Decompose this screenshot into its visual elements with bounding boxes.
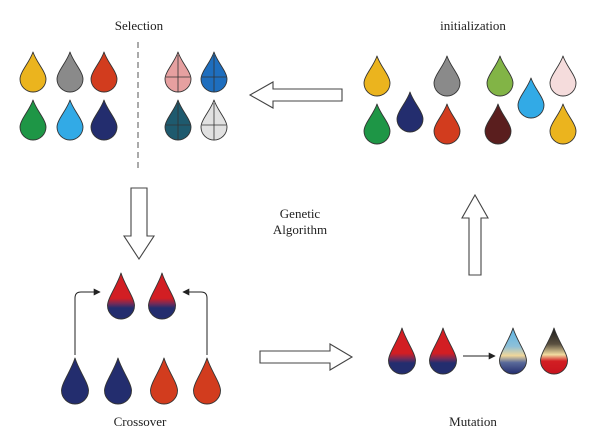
drops-layer [19,51,577,405]
selection-drop [19,51,47,93]
crossover-parent-drop [150,357,178,405]
initialization-drop [433,103,461,145]
crossover-connector-right [182,288,208,355]
label-genetic: Genetic [280,206,321,221]
selection-drop [56,51,84,93]
initialization-drop [396,91,424,133]
crossover-connector-left [74,288,101,355]
crossover-parent-drop [193,357,221,405]
initialization-drop [549,103,577,145]
label-mutation: Mutation [449,414,497,429]
crossover-parent-drop [61,357,89,405]
arrow-to-crossover [122,187,156,261]
initialization-drop [363,103,391,145]
label-initialization: initialization [440,18,506,33]
mutation-input-drop [429,327,457,375]
mutation-input-drop [388,327,416,375]
crossover-child-drop [148,272,176,320]
arrow-to-initialization [461,193,489,276]
selection-drop [56,99,84,141]
initialization-drop [363,55,391,97]
label-selection: Selection [115,18,164,33]
initialization-drop [486,55,514,97]
mutation-output-drop [540,327,568,375]
initialization-drop [484,103,512,145]
selection-drop [90,51,118,93]
arrow-to-mutation [259,343,354,371]
label-crossover: Crossover [114,414,167,429]
selection-drop [19,99,47,141]
initialization-drop [433,55,461,97]
arrow-to-selection [248,81,343,109]
initialization-drop [549,55,577,97]
initialization-drop [517,77,545,119]
selection-drop [90,99,118,141]
crossover-child-drop [107,272,135,320]
label-algorithm: Algorithm [273,222,327,237]
crossover-parent-drop [104,357,132,405]
mutation-output-drop [499,327,527,375]
